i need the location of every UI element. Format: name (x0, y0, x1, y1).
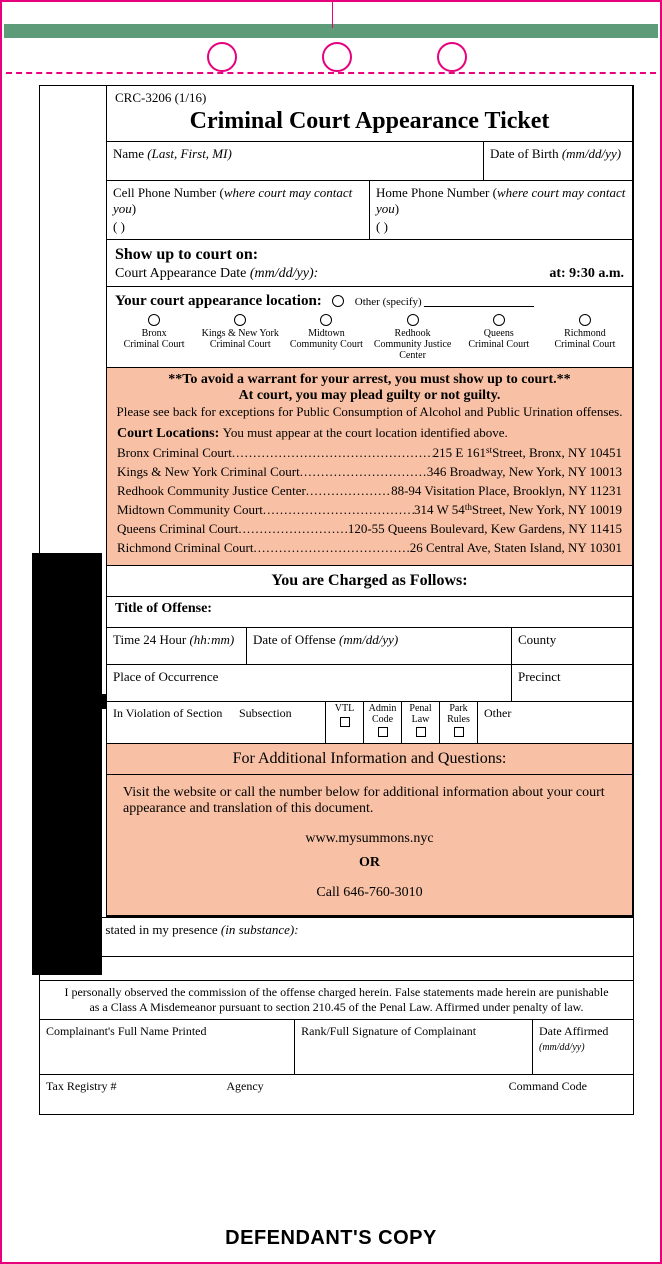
appearance-date-label: Court Appearance Date (mm/dd/yy): (115, 266, 318, 282)
title-of-offense-field[interactable]: Title of Offense: (107, 597, 632, 628)
form-title: Criminal Court Appearance Ticket (115, 106, 624, 135)
glue-bar (4, 24, 658, 38)
tax-registry-field[interactable]: Tax Registry # (46, 1079, 226, 1094)
court-option-redhook[interactable]: RedhookCommunity Justice Center (370, 314, 456, 361)
violation-row: In Violation of Section Subsection VTL A… (107, 702, 632, 744)
dob-field[interactable]: Date of Birth (mm/dd/yy) (484, 142, 632, 180)
radio-icon (407, 314, 419, 326)
address-line: Kings & New York Criminal Court 346 Broa… (117, 463, 622, 482)
court-option-midtown[interactable]: MidtownCommunity Court (283, 314, 369, 361)
date-of-offense-field[interactable]: Date of Offense (mm/dd/yy) (247, 628, 512, 664)
command-code-field[interactable]: Command Code (407, 1079, 627, 1094)
charged-heading: You are Charged as Follows: (107, 566, 632, 597)
address-line: Queens Criminal Court 120-55 Queens Boul… (117, 520, 622, 539)
form-header: CRC-3206 (1/16) Criminal Court Appearanc… (107, 86, 632, 142)
appearance-time: at: 9:30 a.m. (549, 266, 624, 282)
name-field[interactable]: Name (Last, First, MI) (107, 142, 484, 180)
warning-banner: **To avoid a warrant for your arrest, yo… (107, 368, 632, 422)
warning-line-3: Please see back for exceptions for Publi… (113, 404, 626, 420)
court-option-queens[interactable]: QueensCriminal Court (456, 314, 542, 361)
complainant-name-field[interactable]: Complainant's Full Name Printed (40, 1020, 295, 1074)
code-checkboxes: VTL Admin Code Penal Law Park Rules (325, 702, 478, 743)
location-heading-row: Your court appearance location: Other (s… (107, 287, 632, 312)
checkbox-icon (378, 727, 388, 737)
additional-info-heading: For Additional Information and Questions… (107, 744, 632, 775)
vtl-checkbox[interactable]: VTL (326, 702, 364, 743)
radio-icon (493, 314, 505, 326)
place-precinct-row: Place of Occurrence Precinct (107, 665, 632, 702)
paren: ( ) (113, 219, 363, 235)
form-number: CRC-3206 (1/16) (115, 90, 624, 106)
court-option-richmond[interactable]: RichmondCriminal Court (542, 314, 628, 361)
hole-icon (437, 42, 467, 72)
affirmation-text: I personally observed the commission of … (40, 981, 633, 1020)
hole-icon (322, 42, 352, 72)
other-field[interactable]: Other (478, 702, 632, 743)
additional-info-body: Visit the website or call the number bel… (107, 775, 632, 916)
blank-line-field[interactable] (40, 957, 633, 981)
perforation-line (6, 72, 656, 74)
county-field[interactable]: County (512, 628, 632, 664)
name-dob-row: Name (Last, First, MI) Date of Birth (mm… (107, 142, 632, 181)
radio-icon (148, 314, 160, 326)
admin-code-checkbox[interactable]: Admin Code (364, 702, 402, 743)
top-tick (332, 2, 333, 28)
signature-row: Complainant's Full Name Printed Rank/Ful… (40, 1020, 633, 1075)
violation-section-field[interactable]: In Violation of Section (107, 702, 237, 743)
locations-heading: Court Locations: (117, 426, 223, 441)
other-specify-label: Other (specify) (355, 296, 535, 308)
website-text: www.mysummons.nyc (123, 831, 616, 847)
call-text: Call 646-760-3010 (123, 885, 616, 901)
court-option-bronx[interactable]: BronxCriminal Court (111, 314, 197, 361)
subsection-field[interactable]: Subsection (237, 702, 325, 743)
checkbox-icon (454, 727, 464, 737)
agency-field[interactable]: Agency (226, 1079, 406, 1094)
cell-phone-field[interactable]: Cell Phone Number (where court may conta… (107, 181, 370, 239)
rank-signature-field[interactable]: Rank/Full Signature of Complainant (295, 1020, 533, 1074)
defendants-copy-label: DEFENDANT'S COPY (2, 1227, 660, 1250)
radio-icon (234, 314, 246, 326)
warning-line-1: **To avoid a warrant for your arrest, yo… (113, 372, 626, 388)
or-text: OR (123, 855, 616, 871)
address-line: Midtown Community Court 314 W 54th Stree… (117, 501, 622, 520)
radio-icon[interactable] (332, 295, 344, 307)
glue-line-label: GLUE LINE (47, 13, 100, 23)
radio-icon (579, 314, 591, 326)
show-up-section: Show up to court on: Court Appearance Da… (107, 240, 632, 287)
court-option-kings[interactable]: Kings & New YorkCriminal Court (197, 314, 283, 361)
address-line: Bronx Criminal Court 215 E 161st Street,… (117, 444, 622, 463)
time-date-county-row: Time 24 Hour (hh:mm) Date of Offense (mm… (107, 628, 632, 665)
hole-icon (207, 42, 237, 72)
show-up-heading: Show up to court on: (115, 246, 624, 264)
place-of-occurrence-field[interactable]: Place of Occurrence (107, 665, 512, 701)
time-24h-field[interactable]: Time 24 Hour (hh:mm) (107, 628, 247, 664)
phones-row: Cell Phone Number (where court may conta… (107, 181, 632, 240)
checkbox-icon (340, 717, 350, 727)
tax-agency-row: Tax Registry # Agency Command Code (40, 1075, 633, 1114)
location-heading: Your court appearance location: (115, 293, 322, 309)
park-rules-checkbox[interactable]: Park Rules (440, 702, 478, 743)
address-line: Redhook Community Justice Center 88-94 V… (117, 482, 622, 501)
date-affirmed-field[interactable]: Date Affirmed(mm/dd/yy) (533, 1020, 633, 1074)
penal-law-checkbox[interactable]: Penal Law (402, 702, 440, 743)
visit-text: Visit the website or call the number bel… (123, 785, 616, 817)
defendant-stated-field[interactable]: Defendant stated in my presence (in subs… (40, 918, 633, 957)
checkbox-icon (416, 727, 426, 737)
warning-line-2: At court, you may plead guilty or not gu… (113, 388, 626, 404)
paren: ( ) (376, 219, 626, 235)
home-phone-field[interactable]: Home Phone Number (where court may conta… (370, 181, 632, 239)
ticket-form: CRC-3206 (1/16) Criminal Court Appearanc… (39, 85, 634, 1115)
other-specify-input[interactable] (424, 306, 534, 307)
address-line: Richmond Criminal Court 26 Central Ave, … (117, 539, 622, 558)
lower-section: Defendant stated in my presence (in subs… (40, 917, 633, 1114)
radio-icon (320, 314, 332, 326)
court-locations-section: Court Locations: You must appear at the … (107, 422, 632, 566)
court-radio-row: BronxCriminal Court Kings & New YorkCrim… (107, 312, 632, 368)
precinct-field[interactable]: Precinct (512, 665, 632, 701)
